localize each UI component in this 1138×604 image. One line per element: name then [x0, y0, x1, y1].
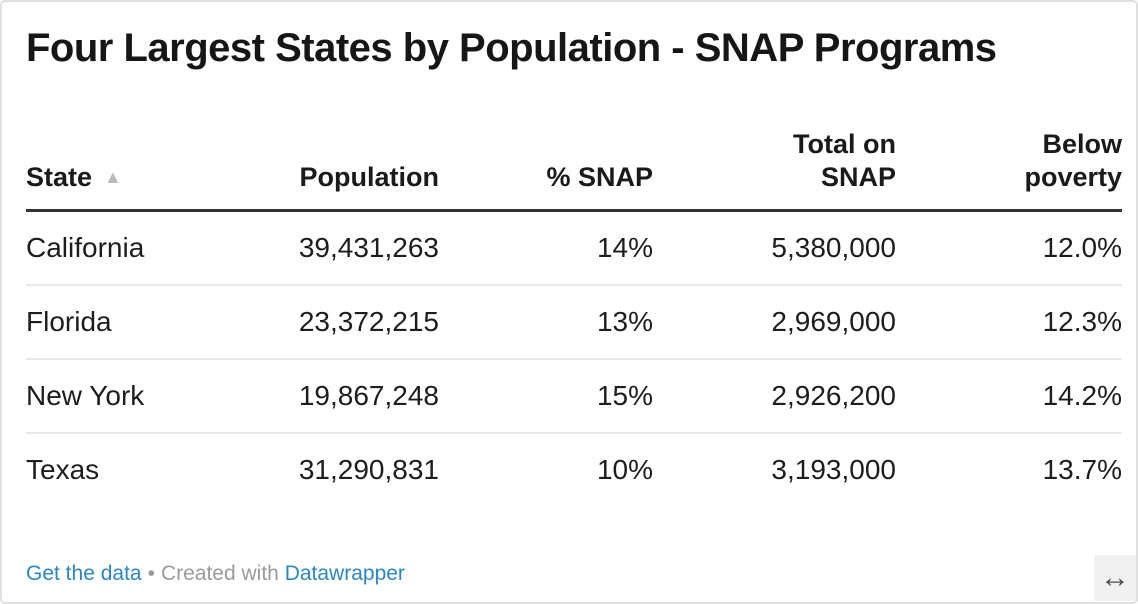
cell-population: 31,290,831	[298, 453, 439, 485]
table-row: Texas 31,290,831 10% 3,193,000 13.7%	[26, 433, 1122, 506]
table-row: Florida 23,372,215 13% 2,969,000 12.3%	[26, 284, 1122, 360]
resize-handle[interactable]: ↔	[1094, 555, 1136, 601]
cell-pct-snap: 13%	[439, 284, 653, 360]
column-header-population[interactable]: Population	[206, 128, 439, 212]
footer: Get the data • Created with Datawrapper	[26, 562, 405, 586]
column-header-state-label: State	[26, 161, 93, 192]
cell-below-poverty: 12.3%	[896, 284, 1122, 360]
cell-state: California	[26, 210, 206, 286]
cell-below-poverty: 14.2%	[896, 358, 1122, 434]
table-row: California 39,431,263 14% 5,380,000 12.0…	[26, 210, 1122, 286]
footer-separator: •	[147, 562, 155, 585]
resize-horizontal-icon: ↔	[1100, 561, 1130, 594]
cell-state: New York	[26, 358, 206, 434]
cell-below-poverty: 12.0%	[896, 210, 1122, 286]
cell-pct-snap: 15%	[439, 358, 653, 434]
column-header-state[interactable]: State ▲	[26, 128, 206, 212]
created-with-text: Created with	[160, 562, 279, 585]
sort-ascending-icon: ▲	[104, 166, 122, 187]
datawrapper-link[interactable]: Datawrapper	[284, 562, 405, 585]
cell-total-on-snap: 3,193,000	[771, 453, 896, 485]
column-header-below-poverty[interactable]: Below poverty	[896, 128, 1122, 212]
snap-data-table: State ▲ Population % SNAP Total on SNAP B…	[26, 128, 1122, 506]
cell-pct-snap: 14%	[439, 210, 653, 286]
cell-total-on-snap: 5,380,000	[653, 210, 896, 286]
cell-state: Texas	[26, 453, 100, 485]
column-header-total-on-snap[interactable]: Total on SNAP	[653, 128, 896, 212]
cell-population: 23,372,215	[206, 284, 439, 360]
table-header-row: State ▲ Population % SNAP Total on SNAP B…	[26, 128, 1122, 212]
column-header-pct-snap[interactable]: % SNAP	[439, 128, 653, 212]
cell-population: 39,431,263	[206, 210, 439, 286]
cell-pct-snap: 10%	[596, 453, 653, 485]
cell-total-on-snap: 2,926,200	[653, 358, 896, 434]
cell-population: 19,867,248	[206, 358, 439, 434]
chart-title: Four Largest States by Population - SNAP…	[26, 26, 997, 70]
table-row: New York 19,867,248 15% 2,926,200 14.2%	[26, 358, 1122, 434]
get-the-data-link[interactable]: Get the data	[26, 562, 142, 585]
cell-total-on-snap: 2,969,000	[653, 284, 896, 360]
cell-state: Florida	[26, 284, 206, 360]
cell-below-poverty: 13.7%	[1042, 453, 1122, 485]
